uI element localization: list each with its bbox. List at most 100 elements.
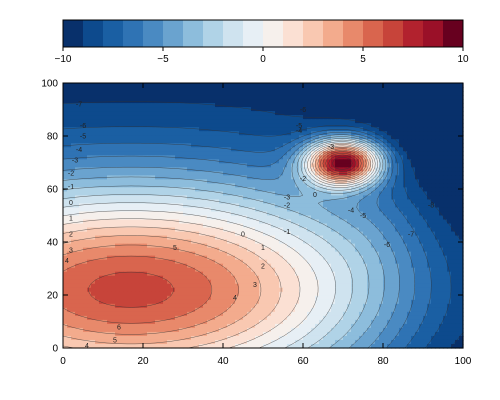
contour-cell: [263, 83, 268, 88]
contour-cell: [175, 215, 180, 221]
contour-cell: [419, 143, 424, 148]
contour-cell: [455, 203, 460, 209]
contour-cell: [363, 123, 368, 128]
contour-cell: [139, 179, 144, 184]
contour-cell: [71, 111, 76, 116]
contour-cell: [339, 239, 344, 245]
contour-cell: [295, 87, 300, 92]
contour-cell: [447, 267, 452, 273]
contour-cell: [95, 223, 100, 229]
contour-cell: [271, 179, 276, 184]
contour-cell: [343, 211, 348, 217]
contour-cell: [399, 219, 404, 225]
contour-cell: [247, 251, 252, 257]
contour-cell: [267, 271, 272, 277]
contour-cell: [191, 179, 196, 184]
contour-cell: [415, 111, 420, 116]
contour-cell: [439, 191, 444, 197]
contour-cell: [143, 203, 148, 209]
contour-cell: [179, 87, 184, 92]
contour-cell: [251, 279, 256, 285]
contour-cell: [343, 187, 348, 193]
contour-cell: [387, 255, 392, 261]
contour-cell: [75, 227, 80, 233]
contour-cell: [231, 107, 236, 112]
contour-cell: [459, 187, 464, 193]
contour-cell: [247, 219, 252, 225]
contour-cell: [335, 207, 340, 213]
contour-cell: [319, 155, 324, 160]
contour-cell: [179, 255, 184, 261]
contour-cell: [183, 215, 188, 221]
contour-cell: [263, 143, 268, 148]
contour-cell: [211, 143, 216, 148]
contour-cell: [391, 119, 396, 124]
contour-cell: [407, 95, 412, 100]
contour-cell: [83, 143, 88, 148]
contour-cell: [219, 111, 224, 116]
contour-cell: [275, 179, 280, 184]
contour-cell: [231, 123, 236, 128]
contour-cell: [411, 115, 416, 120]
contour-cell: [211, 263, 216, 269]
contour-cell: [335, 239, 340, 245]
contour-cell: [215, 259, 220, 265]
contour-cell: [167, 135, 172, 140]
contour-cell: [219, 163, 224, 168]
contour-cell: [387, 155, 392, 160]
contour-cell: [103, 243, 108, 249]
contour-cell: [231, 99, 236, 104]
contour-cell: [243, 275, 248, 281]
contour-cell: [323, 223, 328, 229]
contour-cell: [191, 191, 196, 197]
contour-cell: [103, 263, 108, 269]
contour-cell: [407, 231, 412, 237]
contour-cell: [231, 247, 236, 253]
contour-cell: [219, 187, 224, 193]
contour-cell: [403, 199, 408, 205]
contour-cell: [79, 175, 84, 180]
contour-cell: [255, 191, 260, 197]
contour-cell: [179, 103, 184, 108]
contour-cell: [151, 211, 156, 217]
contour-cell: [71, 123, 76, 128]
contour-cell: [359, 87, 364, 92]
contour-cell: [135, 127, 140, 132]
contour-cell: [171, 135, 176, 140]
contour-cell: [111, 103, 116, 108]
contour-cell: [167, 203, 172, 209]
contour-cell: [279, 203, 284, 209]
contour-cell: [103, 111, 108, 116]
contour-cell: [339, 199, 344, 205]
contour-cell: [95, 135, 100, 140]
contour-cell: [391, 227, 396, 233]
contour-cell: [147, 103, 152, 108]
contour-cell: [235, 171, 240, 176]
contour-cell: [459, 183, 464, 188]
contour-cell: [327, 203, 332, 209]
contour-cell: [403, 111, 408, 116]
contour-cell: [343, 203, 348, 209]
contour-cell: [315, 139, 320, 144]
contour-cell: [127, 279, 132, 285]
contour-cell: [267, 163, 272, 168]
contour-cell: [127, 147, 132, 152]
contour-cell: [195, 215, 200, 221]
contour-cell: [419, 107, 424, 112]
contour-cell: [399, 87, 404, 92]
contour-cell: [435, 159, 440, 164]
contour-cell: [459, 263, 464, 269]
contour-cell: [459, 143, 464, 148]
contour-cell: [255, 127, 260, 132]
contour-cell: [171, 219, 176, 225]
contour-cell: [231, 215, 236, 221]
contour-cell: [359, 191, 364, 197]
contour-cell: [407, 267, 412, 273]
contour-cell: [367, 211, 372, 217]
contour-cell: [391, 159, 396, 164]
contour-cell: [223, 107, 228, 112]
contour-cell: [331, 247, 336, 253]
contour-cell: [195, 95, 200, 100]
contour-cell: [163, 187, 168, 193]
contour-cell: [267, 143, 272, 148]
